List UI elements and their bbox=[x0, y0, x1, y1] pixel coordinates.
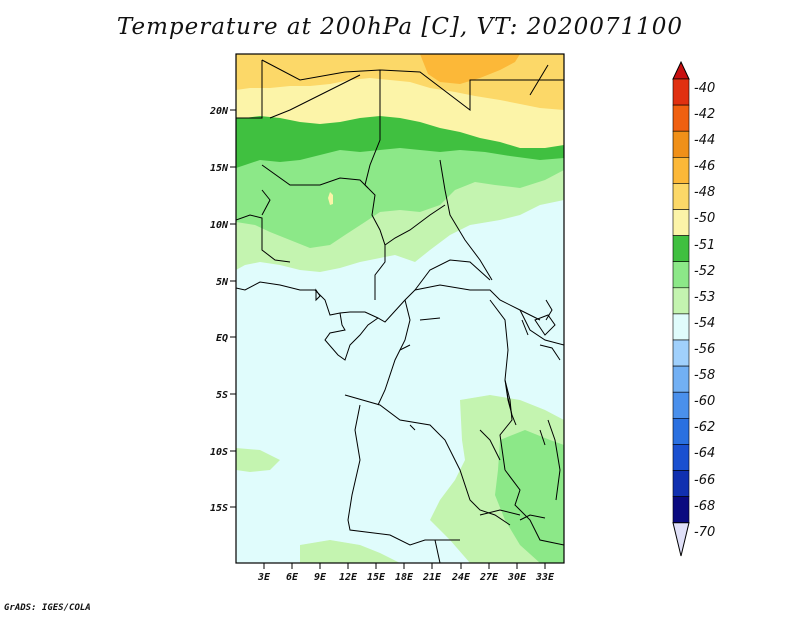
lon-label: 33E bbox=[535, 572, 555, 583]
map-frame bbox=[235, 53, 565, 564]
colorbar-swatch bbox=[672, 496, 690, 524]
colorbar-swatch bbox=[672, 417, 690, 445]
lat-label: 20N bbox=[209, 106, 229, 117]
lon-label: 3E bbox=[257, 572, 271, 583]
lat-label: 15N bbox=[210, 163, 229, 174]
colorbar-label: -54 bbox=[694, 316, 715, 331]
lat-axis: 20N 15N 10N 5N EQ 5S 10S 15S bbox=[209, 106, 236, 514]
lon-label: 24E bbox=[451, 572, 471, 583]
colorbar-label: -51 bbox=[694, 238, 715, 253]
colorbar-label: -64 bbox=[694, 446, 715, 461]
colorbar-label: -52 bbox=[694, 264, 715, 279]
lon-axis: 3E 6E 9E 12E 15E 18E 21E 24E 27E 30E 33E bbox=[257, 563, 555, 583]
colorbar-swatch bbox=[672, 104, 690, 132]
lat-label: 15S bbox=[210, 503, 228, 514]
colorbar-label: -60 bbox=[694, 394, 715, 409]
colorbar-label: -53 bbox=[694, 290, 715, 305]
footer-credit: GrADS: IGES/COLA bbox=[4, 603, 91, 613]
lat-label: 10S bbox=[210, 447, 228, 458]
lon-label: 12E bbox=[339, 572, 358, 583]
lon-label: 21E bbox=[422, 572, 442, 583]
lon-label: 6E bbox=[286, 572, 299, 583]
colorbar-swatch bbox=[672, 391, 690, 419]
colorbar-swatch bbox=[672, 78, 690, 106]
lat-label: 5S bbox=[216, 390, 228, 401]
colorbar-swatch bbox=[672, 470, 690, 497]
lat-label: 10N bbox=[210, 220, 229, 231]
field-orange bbox=[420, 54, 520, 84]
lon-label: 30E bbox=[507, 572, 527, 583]
colorbar-swatch bbox=[672, 339, 690, 367]
colorbar-label: -46 bbox=[694, 159, 715, 174]
lon-label: 27E bbox=[479, 572, 499, 583]
colorbar: -40 -42 -44 -46 -48 -50 -51 -52 -53 -54 … bbox=[672, 60, 715, 557]
colorbar-label: -48 bbox=[694, 185, 715, 200]
colorbar-label: -56 bbox=[694, 342, 715, 357]
colorbar-swatch bbox=[672, 209, 690, 236]
colorbar-swatch bbox=[672, 157, 690, 184]
lat-label: 5N bbox=[216, 277, 229, 288]
field-pale-yellow-islet bbox=[328, 192, 333, 205]
field-light-green-south-coast bbox=[300, 540, 400, 563]
lakes bbox=[315, 288, 556, 521]
map-title: Temperature at 200hPa [C], VT: 202007110… bbox=[116, 14, 684, 40]
colorbar-label: -66 bbox=[694, 473, 715, 488]
country-borders bbox=[236, 59, 564, 563]
colorbar-label: -40 bbox=[694, 81, 715, 96]
colorbar-swatch bbox=[672, 313, 690, 341]
colorbar-label: -62 bbox=[694, 420, 715, 435]
colorbar-label: -68 bbox=[694, 499, 715, 514]
colorbar-swatch bbox=[672, 444, 690, 471]
lon-label: 15E bbox=[367, 572, 386, 583]
colorbar-swatch bbox=[672, 235, 690, 263]
temperature-field bbox=[236, 54, 564, 563]
lon-label: 18E bbox=[395, 572, 414, 583]
colorbar-swatch bbox=[672, 287, 690, 315]
colorbar-arrow-top bbox=[672, 60, 690, 80]
lon-label: 9E bbox=[314, 572, 327, 583]
colorbar-swatch bbox=[672, 261, 690, 289]
colorbar-label: -44 bbox=[694, 133, 715, 148]
colorbar-arrow-bottom bbox=[672, 522, 690, 557]
lat-label: EQ bbox=[216, 333, 228, 344]
colorbar-label: -50 bbox=[694, 211, 715, 226]
field-light-green-southwest bbox=[236, 448, 280, 472]
colorbar-label: -70 bbox=[694, 525, 715, 540]
colorbar-label: -42 bbox=[694, 107, 715, 122]
colorbar-label: -58 bbox=[694, 368, 715, 383]
colorbar-swatch bbox=[672, 365, 690, 393]
colorbar-swatch bbox=[672, 183, 690, 210]
field-mid-green-southeast bbox=[495, 430, 564, 563]
colorbar-swatch bbox=[672, 130, 690, 158]
